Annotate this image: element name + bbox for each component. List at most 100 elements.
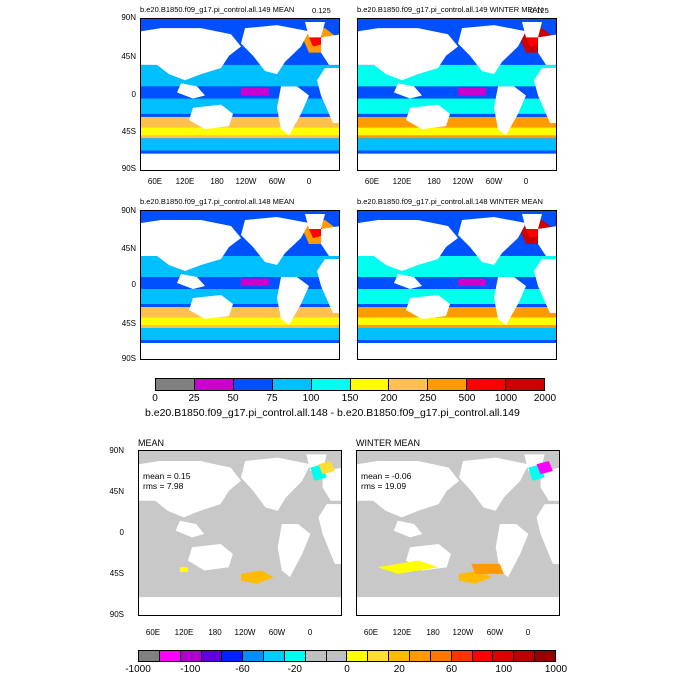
map-frame: [356, 450, 560, 616]
lon-tick-label: 180: [426, 628, 440, 637]
ocean-patch: [458, 278, 486, 286]
colorbar-swatch: [311, 379, 351, 390]
colorbar-bottom: [138, 650, 556, 662]
anomaly-southern-2: [377, 560, 439, 574]
land-seasia: [177, 83, 205, 99]
lat-tick-label: 45S: [121, 319, 136, 328]
land-asia: [358, 28, 458, 81]
land-antarct: [358, 343, 556, 359]
colorbar-tick-label: 100: [302, 393, 320, 404]
colorbar-tick-label: 150: [341, 393, 359, 404]
ocean-patch: [241, 278, 269, 286]
land-europe: [322, 467, 341, 501]
ocean-map: [358, 19, 556, 170]
map-frame: [357, 18, 557, 171]
colorbar-tick-label: 25: [188, 393, 200, 404]
colorbar-swatch: [514, 651, 536, 661]
lon-tick-label: 60W: [268, 177, 286, 186]
land-asia: [139, 460, 241, 518]
land-australia: [189, 104, 233, 130]
land-samerica: [494, 86, 526, 136]
colorbar-swatch: [430, 651, 452, 661]
difference-map: [139, 451, 341, 615]
colorbar-tick-label: 250: [419, 393, 437, 404]
colorbar-swatch: [272, 379, 312, 390]
lon-tick-label: 120W: [235, 177, 257, 186]
land-africa: [534, 67, 556, 124]
land-europe: [538, 226, 556, 256]
colorbar-swatch: [194, 379, 234, 390]
colorbar-swatch: [409, 651, 431, 661]
lat-tick-label: 90S: [121, 164, 136, 173]
land-samerica: [494, 277, 526, 325]
anomaly-north-atlantic-2: [536, 460, 553, 475]
land-australia: [406, 104, 450, 130]
colorbar-swatch: [233, 379, 273, 390]
mean-stat: mean = -0.06: [361, 471, 412, 481]
colorbar-swatch: [156, 379, 195, 390]
map-frame: [357, 210, 557, 360]
land-antarct: [357, 597, 559, 615]
anomaly-north-atlantic-2: [318, 460, 335, 475]
land-samerica: [495, 524, 529, 578]
land-seasia: [393, 520, 423, 538]
colorbar-tick-label: 100: [495, 664, 513, 675]
lat-tick-label: 45N: [121, 52, 136, 61]
lon-tick-label: 180: [210, 177, 224, 186]
land-samerica: [277, 277, 309, 325]
land-antarct: [141, 153, 339, 170]
land-europe: [538, 34, 556, 65]
colorbar-swatch: [326, 651, 348, 661]
land-antarct: [358, 153, 556, 170]
colorbar-swatch: [284, 651, 306, 661]
colorbar-swatch: [347, 651, 369, 661]
land-africa: [317, 67, 339, 124]
lon-tick-label: 120E: [392, 177, 412, 186]
colorbar-swatch: [389, 379, 429, 390]
map-frame: [140, 18, 340, 171]
land-australia: [187, 543, 233, 571]
panel-title: WINTER MEAN: [356, 438, 420, 448]
land-samerica: [277, 524, 311, 578]
ocean-band: [358, 138, 556, 151]
lon-tick-label: 180: [208, 628, 222, 637]
land-greenland: [305, 214, 325, 229]
lat-tick-label: 0: [119, 528, 124, 537]
lat-tick-label: 0: [131, 280, 136, 289]
rms-stat: rms = 19.09: [361, 481, 407, 491]
colorbar-tick-label: 1000: [494, 393, 518, 404]
colorbar-swatch: [139, 651, 160, 661]
colorbar-swatch: [451, 651, 473, 661]
lon-tick-label: 0: [307, 628, 313, 637]
difference-map: [357, 451, 559, 615]
colorbar-tick-label: -60: [235, 664, 250, 675]
panel-corner-value: 0.125: [530, 6, 549, 15]
colorbar-swatch: [535, 651, 555, 661]
land-asia: [357, 460, 459, 518]
land-africa: [318, 504, 341, 564]
ocean-map: [358, 211, 556, 359]
colorbar-swatch: [159, 651, 181, 661]
anomaly-southern: [459, 570, 492, 584]
rms-stat: rms = 7.98: [143, 481, 184, 491]
colorbar-swatch: [305, 651, 327, 661]
land-namerica: [241, 217, 309, 265]
colorbar-tick-label: -20: [287, 664, 302, 675]
colorbar-tick-label: 500: [458, 393, 476, 404]
lon-tick-label: 120W: [452, 628, 474, 637]
land-antarct: [139, 597, 341, 615]
colorbar-swatch: [368, 651, 390, 661]
ocean-band-southern: [141, 127, 339, 136]
panel-corner-value: 0.125: [312, 6, 331, 15]
colorbar-swatch: [506, 379, 545, 390]
lon-tick-label: 60W: [485, 177, 503, 186]
land-greenland: [522, 214, 542, 229]
lon-tick-label: 60W: [486, 628, 504, 637]
land-seasia: [177, 274, 205, 289]
colorbar-tick-label: 1000: [544, 664, 568, 675]
land-namerica: [241, 457, 311, 511]
lat-tick-label: 45N: [121, 244, 136, 253]
lon-tick-label: 0: [525, 628, 531, 637]
lat-tick-label: 45S: [109, 569, 124, 578]
ocean-band: [358, 328, 556, 340]
